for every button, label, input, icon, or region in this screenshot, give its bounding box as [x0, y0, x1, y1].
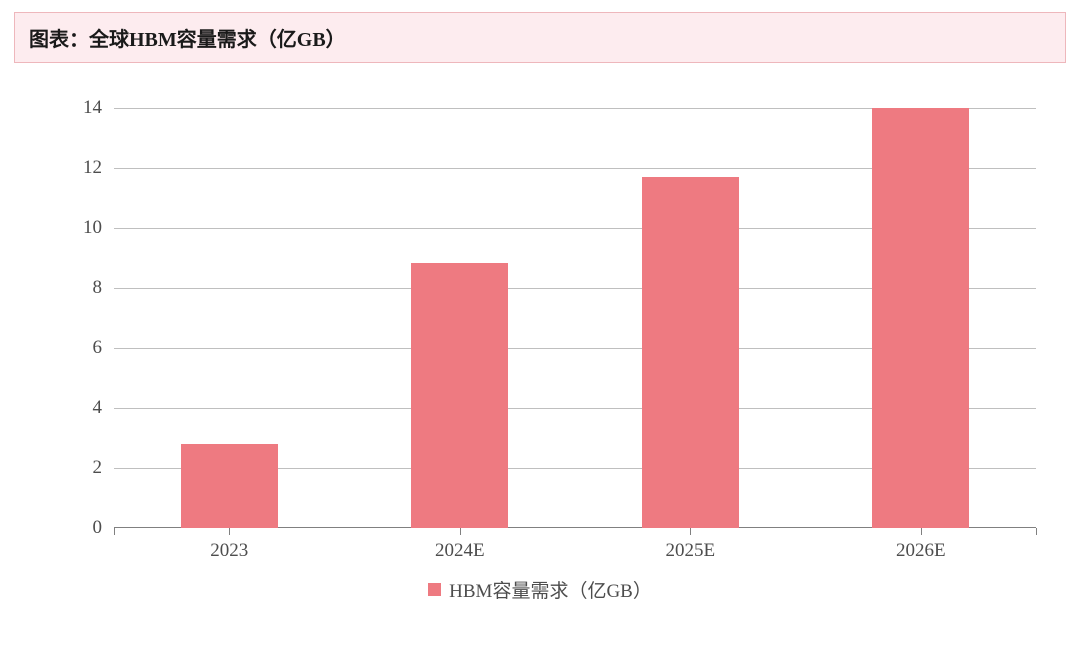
- bar: [411, 263, 508, 529]
- y-tick-label: 10: [83, 217, 102, 239]
- y-tick-label: 6: [93, 337, 103, 359]
- bar-group: 2026E: [806, 108, 1037, 528]
- plot-area: 0246810121420232024E2025E2026E: [114, 108, 1036, 528]
- chart-container: 0246810121420232024E2025E2026E HBM容量需求（亿…: [14, 83, 1066, 613]
- x-tick-label: 2025E: [665, 540, 715, 562]
- bar-group: 2023: [114, 108, 345, 528]
- bar: [872, 108, 969, 528]
- legend: HBM容量需求（亿GB）: [14, 576, 1066, 603]
- x-tick-label: 2023: [210, 540, 248, 562]
- legend-swatch: [428, 583, 441, 596]
- y-tick-label: 14: [83, 97, 102, 119]
- bar: [181, 444, 278, 528]
- x-tick: [114, 528, 115, 535]
- x-tick-label: 2026E: [896, 540, 946, 562]
- chart-header: 图表：全球HBM容量需求（亿GB）: [14, 12, 1066, 63]
- y-tick-label: 2: [93, 457, 103, 479]
- y-tick-label: 8: [93, 277, 103, 299]
- x-tick: [460, 528, 461, 535]
- x-tick: [921, 528, 922, 535]
- bar-group: 2024E: [345, 108, 576, 528]
- legend-label: HBM容量需求（亿GB）: [449, 576, 652, 603]
- y-tick-label: 0: [93, 517, 103, 539]
- chart-title: 图表：全球HBM容量需求（亿GB）: [29, 23, 1051, 52]
- x-tick-label: 2024E: [435, 540, 485, 562]
- bar-group: 2025E: [575, 108, 806, 528]
- x-tick: [690, 528, 691, 535]
- bar: [642, 177, 739, 528]
- x-tick: [229, 528, 230, 535]
- y-tick-label: 12: [83, 157, 102, 179]
- y-tick-label: 4: [93, 397, 103, 419]
- x-tick: [1036, 528, 1037, 535]
